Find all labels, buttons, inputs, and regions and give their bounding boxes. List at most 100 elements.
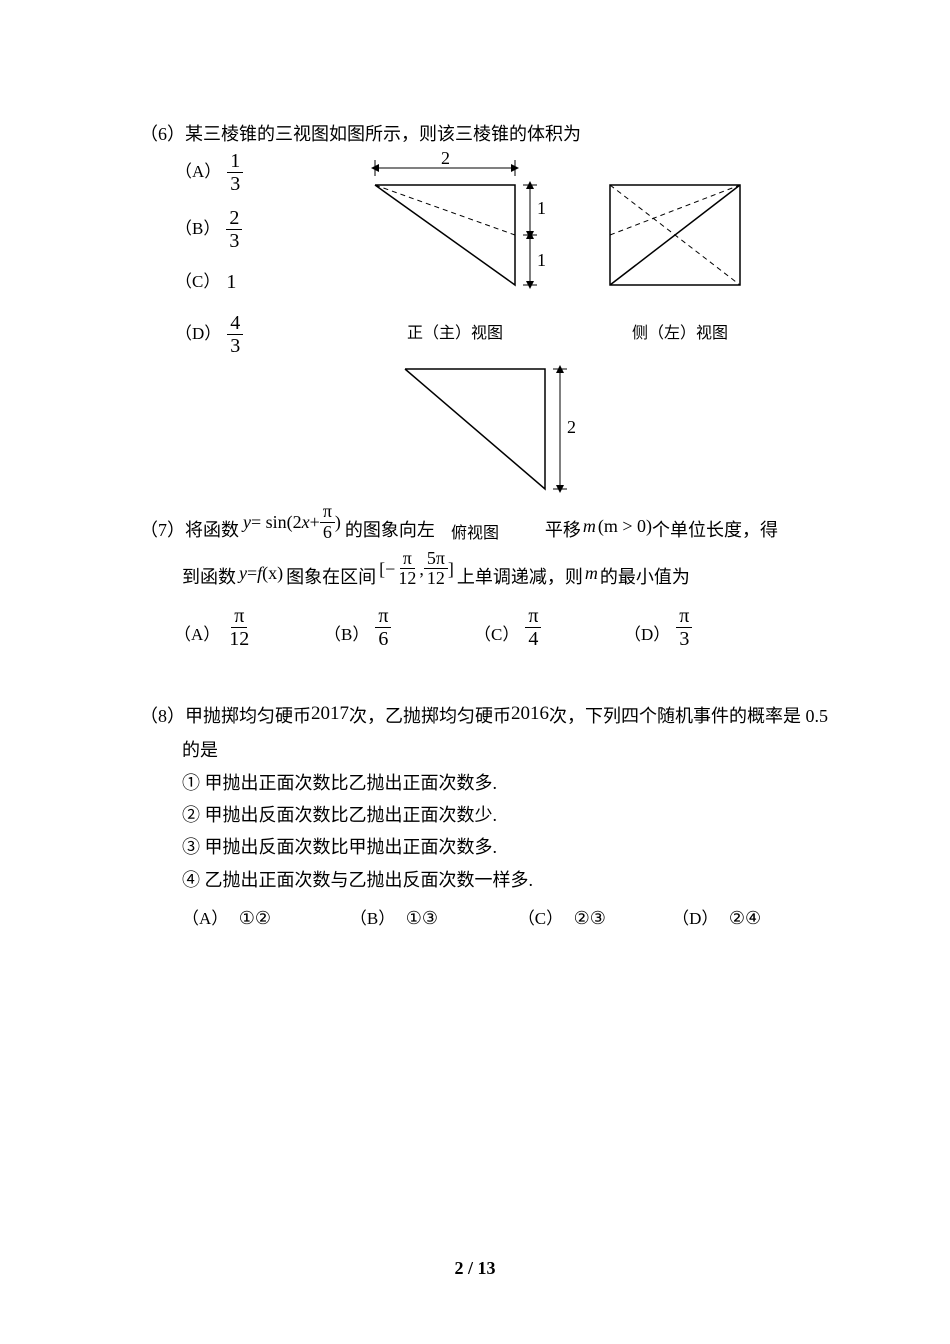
q6-side-label: 侧（左）视图: [595, 320, 765, 349]
q7-mcond: (m > 0): [598, 510, 652, 542]
q7-line2: 到函数 y = f (x) 图象在区间 [− π 12 , 5π 12 ]: [140, 557, 820, 598]
q7-t7: 上单调递减，则: [457, 561, 583, 593]
q6-c-label: （C）: [175, 267, 220, 298]
q6-d-frac: 4 3: [227, 312, 243, 357]
q7-plus: +: [310, 506, 320, 538]
q6-front-label: 正（主）视图: [355, 320, 555, 349]
q6-d-den: 3: [227, 335, 243, 357]
q8-s1: ① 甲抛出正面次数比乙抛出正面次数多.: [140, 767, 840, 799]
q7-d-den: 3: [676, 628, 692, 650]
q7-a-den: 12: [226, 628, 252, 650]
q7-t8: 的最小值为: [600, 561, 690, 593]
q6-stem-row: （6） 某三棱锥的三视图如图所示，则该三棱锥的体积为: [140, 118, 810, 150]
q7-int-d2: 12: [424, 569, 448, 589]
q8-number: （8）: [140, 700, 185, 732]
q8-stem: （8） 甲抛掷均匀硬币 2017 次，乙抛掷均匀硬币 2016 次，下列四个随机…: [140, 700, 840, 734]
q8-t2: 次，乙抛掷均匀硬币: [349, 700, 511, 732]
page-number: 2 / 13: [0, 1252, 950, 1284]
q7-t5: 到函数: [182, 561, 236, 593]
q7-number: （7）: [140, 514, 185, 546]
q6-option-d: （D） 4 3: [175, 312, 295, 357]
q6-figures: 2 1 1 正（主）视图: [355, 150, 855, 548]
q6-top-svg: 2: [385, 359, 605, 509]
q6-options: （A） 1 3 （B） 2 3 （C） 1 （D） 4 3: [175, 150, 295, 369]
q6-option-c: （C） 1: [175, 264, 295, 300]
q7-b-den: 6: [375, 628, 391, 650]
q8-n1: 2017: [311, 697, 349, 731]
q7: （7） 将函数 y = sin(2 x + π 6 ) 的图象向左 平移 m (…: [140, 510, 820, 650]
q8-options: （A） ①② （B） ①③ （C） ②③ （D） ②④: [140, 902, 840, 935]
q7-t2: 的图象向左: [345, 514, 435, 546]
q6-dim-side: 2: [567, 417, 576, 437]
q6-b-num: 2: [226, 207, 242, 230]
q6-b-label: （B）: [175, 214, 220, 245]
q7-int-close: ]: [448, 553, 454, 585]
q6-front-view: 2 1 1 正（主）视图: [355, 150, 555, 349]
q7-frac-top: π: [320, 502, 335, 523]
q7-options: （A） π12 （B） π6 （C） π4 （D） π3: [140, 605, 820, 650]
q6-dim-r2: 1: [537, 250, 546, 270]
q7-int-open: [−: [379, 553, 395, 585]
q7-y: y: [243, 506, 251, 538]
q6-front-svg: 2 1 1: [355, 150, 555, 310]
q7-yfx-eq: =: [247, 557, 257, 589]
q7-m: m: [583, 510, 596, 542]
q8-s2: ② 甲抛出反面次数比乙抛出正面次数少.: [140, 799, 840, 831]
q6-c-value: 1: [226, 264, 236, 300]
q8-b-label: （B）: [350, 909, 395, 928]
q7-frac-bot: 6: [320, 523, 335, 543]
q6-option-a: （A） 1 3: [175, 150, 295, 195]
q7-a-num: π: [231, 605, 247, 628]
q6-stem: 某三棱锥的三视图如图所示，则该三棱锥的体积为: [185, 118, 581, 150]
q6-a-frac: 1 3: [227, 150, 243, 195]
q6-d-num: 4: [227, 312, 243, 335]
q8-a-label: （A）: [182, 909, 228, 928]
q7-option-b: （B） π6: [324, 605, 474, 650]
q7-yfx-y: y: [239, 557, 247, 589]
q6-d-label: （D）: [175, 319, 221, 350]
q8-option-c: （C） ②③: [518, 902, 672, 935]
q8-d-label: （D）: [672, 909, 718, 928]
q7-t6: 图象在区间: [286, 561, 376, 593]
q6-side-view: 侧（左）视图: [595, 150, 765, 349]
q6-b-frac: 2 3: [226, 207, 242, 252]
q7-eq: = sin(2: [251, 506, 302, 538]
q6-a-num: 1: [227, 150, 243, 173]
page: （6） 某三棱锥的三视图如图所示，则该三棱锥的体积为 （A） 1 3 （B） 2…: [0, 0, 950, 1344]
q6-option-b: （B） 2 3: [175, 207, 295, 252]
q8-option-b: （B） ①③: [350, 902, 518, 935]
q7-x: x: [302, 506, 310, 538]
q7-d-num: π: [676, 605, 692, 628]
q8-a-text: ①②: [239, 908, 271, 928]
q7-a-label: （A）: [174, 620, 220, 651]
q7-int-n1: π: [400, 549, 415, 570]
q8-s4: ④ 乙抛出正面次数与乙抛出反面次数一样多.: [140, 864, 840, 896]
q6-dim-top: 2: [441, 150, 450, 168]
q8-option-d: （D） ②④: [672, 902, 840, 935]
q7-t1: 将函数: [185, 514, 239, 546]
q7-t3: 平移: [545, 514, 581, 546]
q8-t1: 甲抛掷均匀硬币: [185, 700, 311, 732]
q7-int-d1: 12: [395, 569, 419, 589]
q6-number: （6）: [140, 118, 185, 150]
q8-c-label: （C）: [518, 909, 563, 928]
q8-n2: 2016: [511, 697, 549, 731]
q8-s3: ③ 甲抛出反面次数比甲抛出正面次数多.: [140, 831, 840, 863]
q7-option-c: （C） π4: [474, 605, 624, 650]
q7-c-num: π: [525, 605, 541, 628]
q6-dim-r1: 1: [537, 198, 546, 218]
q7-d-label: （D）: [624, 620, 670, 651]
q8: （8） 甲抛掷均匀硬币 2017 次，乙抛掷均匀硬币 2016 次，下列四个随机…: [140, 700, 840, 935]
q7-option-a: （A） π12: [174, 605, 324, 650]
q8-t3: 次，下列四个随机事件的概率是 0.5: [549, 700, 828, 732]
q8-option-a: （A） ①②: [182, 902, 350, 935]
q7-t4: 个单位长度，得: [652, 514, 778, 546]
q7-b-num: π: [375, 605, 391, 628]
q7-option-d: （D） π3: [624, 605, 774, 650]
q6-b-den: 3: [226, 230, 242, 252]
q7-yfx-paren: (x): [262, 557, 283, 589]
q6-a-label: （A）: [175, 157, 221, 188]
q7-b-label: （B）: [324, 620, 369, 651]
q7-close: ): [335, 506, 341, 538]
q6-side-svg: [595, 150, 765, 310]
